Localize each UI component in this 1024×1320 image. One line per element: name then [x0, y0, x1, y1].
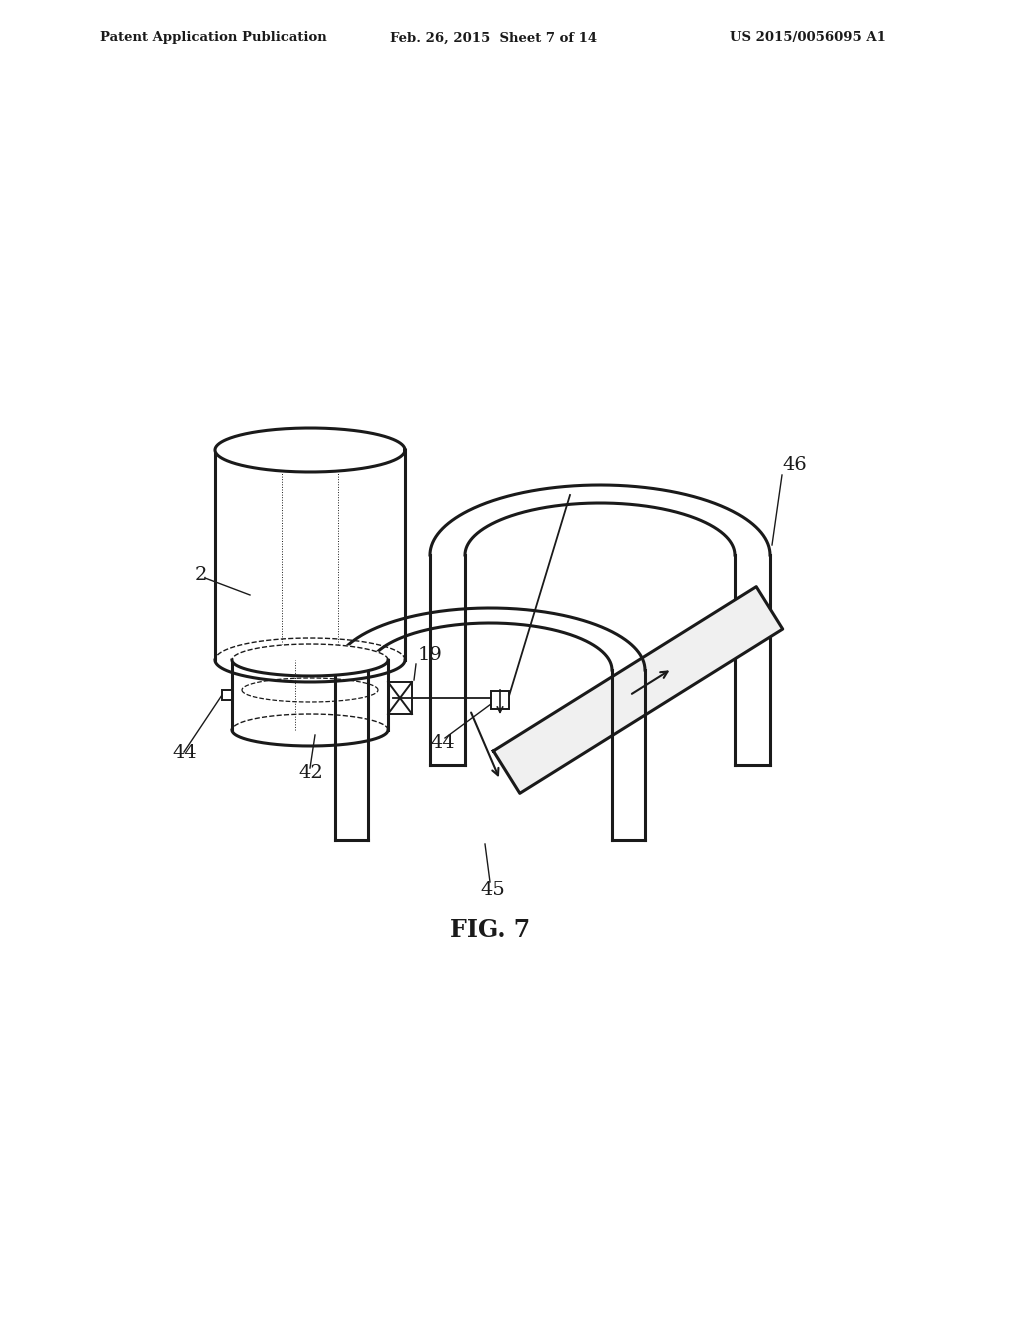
Text: Patent Application Publication: Patent Application Publication — [100, 32, 327, 45]
Bar — [490, 690, 509, 709]
Text: Feb. 26, 2015  Sheet 7 of 14: Feb. 26, 2015 Sheet 7 of 14 — [390, 32, 597, 45]
Ellipse shape — [215, 428, 406, 473]
Bar — [222, 690, 232, 700]
Text: US 2015/0056095 A1: US 2015/0056095 A1 — [730, 32, 886, 45]
Text: 2: 2 — [195, 566, 208, 583]
Polygon shape — [494, 586, 782, 793]
Text: 44: 44 — [430, 734, 455, 752]
Ellipse shape — [232, 644, 388, 676]
Text: 44: 44 — [172, 744, 197, 762]
Text: 42: 42 — [298, 764, 323, 781]
Text: FIG. 7: FIG. 7 — [450, 917, 530, 942]
Text: 46: 46 — [782, 455, 807, 474]
Text: 45: 45 — [480, 880, 505, 899]
Text: 19: 19 — [418, 645, 442, 664]
